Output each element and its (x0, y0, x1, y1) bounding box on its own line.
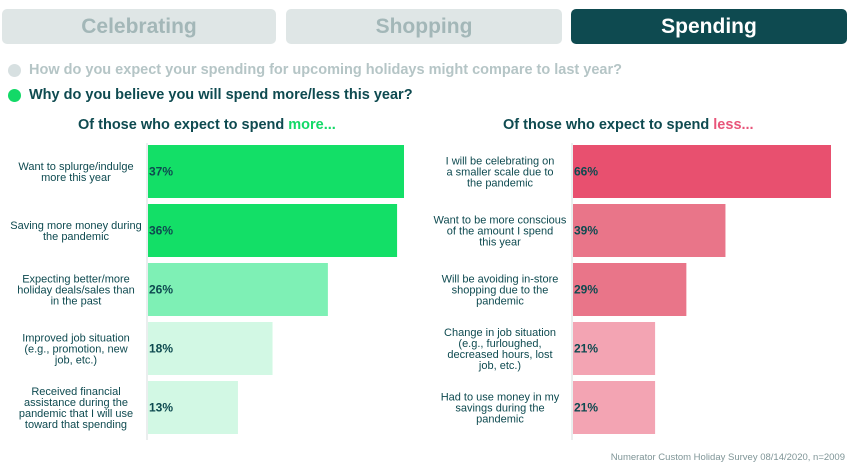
more-category-label: Expecting better/more holiday deals/sales… (17, 274, 134, 308)
less-bar[interactable] (573, 322, 656, 375)
less-category-label: I will be celebrating on a smaller scale … (446, 156, 555, 190)
source-note: Numerator Custom Holiday Survey 08/14/20… (610, 452, 845, 463)
more-category-label: Saving more money during the pandemic (10, 220, 141, 243)
less-value-label: 29% (574, 283, 598, 297)
more-category-label: Improved job situation (e.g., promotion, … (22, 333, 130, 367)
tab-celebrating[interactable]: Celebrating (2, 9, 276, 44)
more-value-label: 37% (149, 165, 173, 179)
more-value-label: 18% (149, 342, 173, 356)
question-why[interactable]: Why do you believe you will spend more/l… (8, 87, 413, 103)
less-bar[interactable] (573, 263, 687, 316)
left-title-highlight: more... (288, 117, 336, 133)
less-bar[interactable] (573, 381, 656, 434)
less-category-label: Will be avoiding in-store shopping due to… (442, 274, 559, 308)
more-bar[interactable] (148, 263, 328, 316)
less-bar[interactable] (573, 145, 831, 198)
more-bar[interactable] (148, 204, 398, 257)
less-bar[interactable] (573, 204, 726, 257)
right-title-prefix: Of those who expect to spend (503, 117, 714, 133)
less-value-label: 21% (574, 401, 598, 415)
less-value-label: 39% (574, 224, 598, 238)
radio-selected-icon[interactable] (8, 88, 21, 102)
question-why-text: Why do you believe you will spend more/l… (29, 87, 413, 103)
tab-shopping[interactable]: Shopping (286, 9, 562, 44)
less-category-label: Want to be more conscious of the amount I… (434, 215, 567, 249)
more-value-label: 26% (149, 283, 173, 297)
left-panel-title: Of those who expect to spend more... (78, 117, 336, 133)
more-bar[interactable] (148, 381, 238, 434)
more-value-label: 13% (149, 401, 173, 415)
radio-unselected-icon[interactable] (8, 63, 21, 77)
right-panel-title: Of those who expect to spend less... (503, 117, 754, 133)
question-compare[interactable]: How do you expect your spending for upco… (8, 62, 622, 78)
question-compare-text: How do you expect your spending for upco… (29, 62, 622, 78)
less-value-label: 66% (574, 165, 598, 179)
more-category-label: Received financial assistance during the p… (19, 386, 133, 431)
more-value-label: 36% (149, 224, 173, 238)
tab-spending[interactable]: Spending (571, 9, 847, 44)
more-category-label: Want to splurge/indulge more this year (18, 161, 133, 184)
less-category-label: Change in job situation (e.g., furloughed… (444, 327, 556, 372)
left-title-prefix: Of those who expect to spend (78, 117, 289, 133)
tab-bar: Celebrating Shopping Spending (2, 9, 847, 44)
right-title-highlight: less... (713, 117, 754, 133)
less-value-label: 21% (574, 342, 598, 356)
less-category-label: Had to use money in my savings during the… (441, 392, 560, 426)
more-bar[interactable] (148, 322, 273, 375)
more-bar[interactable] (148, 145, 404, 198)
